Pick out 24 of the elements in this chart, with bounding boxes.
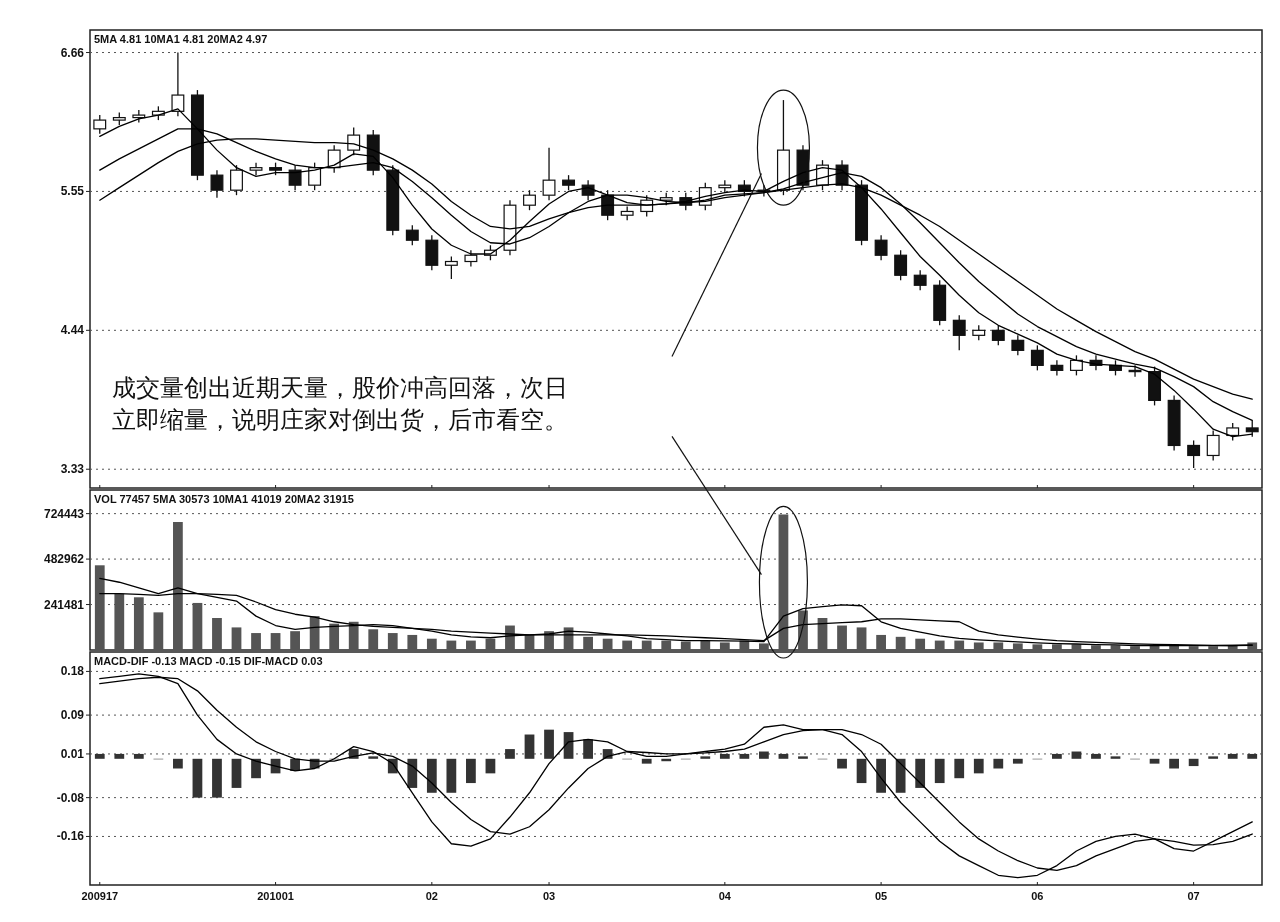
y-tick-label: 482962: [43, 552, 85, 567]
annotation: 成交量创出近期天量，股价冲高回落，次日 立即缩量，说明庄家对倒出货，后市看空。: [112, 374, 568, 435]
y-tick-label: 6.66: [60, 45, 85, 60]
y-tick-label: 5.55: [60, 184, 85, 199]
x-tick-label: 06: [1031, 890, 1044, 902]
y-tick-label: 3.33: [60, 462, 85, 477]
x-tick-label: 04: [718, 890, 732, 902]
y-tick-label: 4.44: [60, 323, 85, 338]
y-tick-label: 241481: [43, 597, 85, 612]
x-tick-label: 05: [874, 890, 888, 902]
chart-subtitle: MACD-DIF -0.13 MACD -0.15 DIF-MACD 0.03: [94, 655, 323, 667]
x-tick-label: 03: [542, 890, 556, 902]
chart-subtitle: 5MA 4.81 10MA1 4.81 20MA2 4.97: [94, 33, 268, 45]
chart-subtitle: VOL 77457 5MA 30573 10MA1 41019 20MA2 31915: [94, 493, 354, 505]
x-tick-label: 201001: [257, 890, 294, 902]
y-tick-label: -0.08: [56, 790, 85, 805]
x-tick-label: 02: [425, 890, 438, 902]
x-tick-label: 200917: [81, 890, 119, 902]
y-tick-label: 0.09: [60, 708, 85, 723]
x-tick-label: 07: [1187, 890, 1200, 902]
y-tick-label: 724443: [43, 506, 85, 521]
y-tick-label: -0.16: [56, 829, 85, 844]
y-tick-label: 0.01: [60, 746, 85, 761]
y-tick-label: 0.18: [60, 664, 85, 679]
